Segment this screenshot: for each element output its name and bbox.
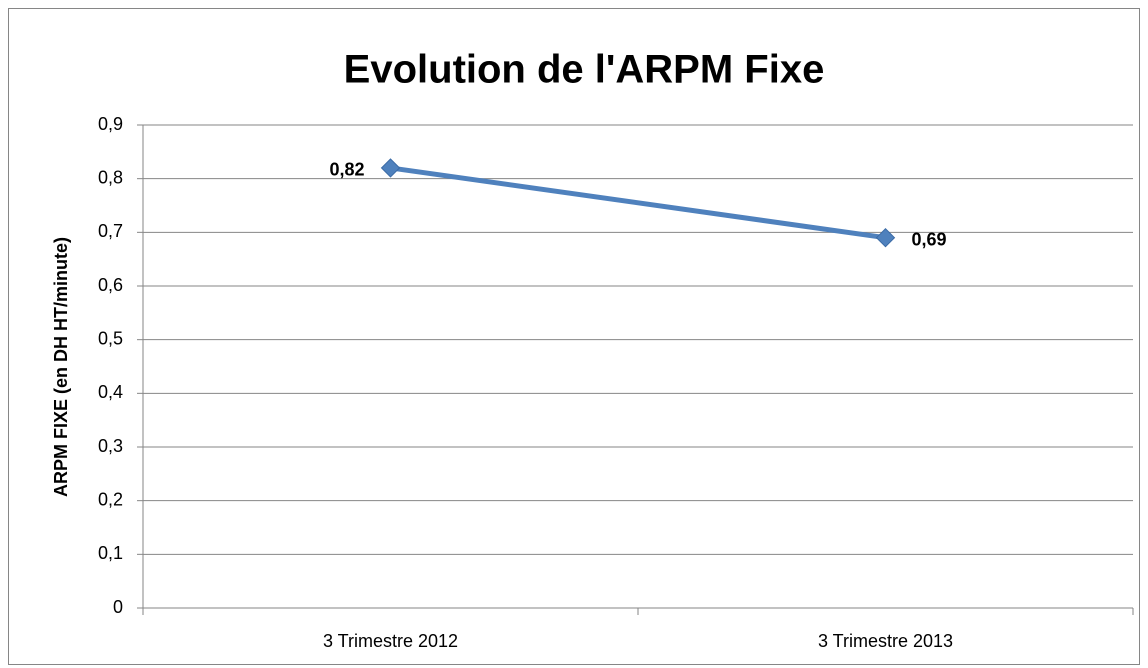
y-tick-label: 0,6 — [98, 275, 123, 295]
y-tick-label: 0,8 — [98, 167, 123, 187]
y-tick-label: 0,7 — [98, 221, 123, 241]
chart-border — [8, 8, 1140, 665]
line — [390, 165, 886, 241]
y-tick-label: 0,4 — [98, 382, 123, 402]
chart-title: Evolution de l'ARPM Fixe — [344, 48, 825, 92]
y-tick-label: 0,3 — [98, 436, 123, 456]
y-tick-label: 0,2 — [98, 489, 123, 509]
y-tick-label: 0,1 — [98, 543, 123, 563]
y-tick-label: 0 — [113, 597, 123, 617]
data-label: 0,69 — [912, 229, 947, 249]
x-tick-label: 3 Trimestre 2013 — [818, 631, 953, 651]
x-tick-label: 3 Trimestre 2012 — [323, 631, 458, 651]
data-label: 0,82 — [329, 160, 364, 180]
y-tick-label: 0,9 — [98, 114, 123, 134]
y-axis-label: ARPM FIXE (en DH HT/minute) — [51, 237, 71, 497]
marker — [875, 227, 896, 248]
y-tick-label: 0,5 — [98, 328, 123, 348]
marker — [380, 158, 401, 178]
